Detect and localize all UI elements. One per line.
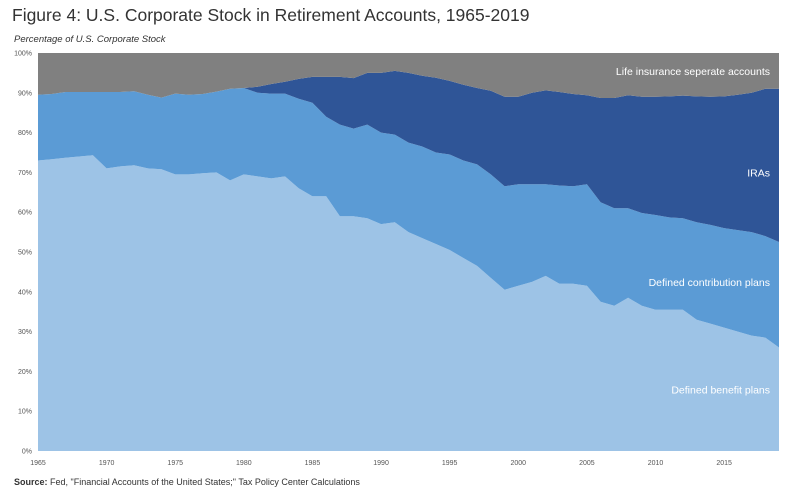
x-tick-label: 1980: [236, 460, 252, 467]
area-layers: [38, 53, 779, 452]
x-tick-label: 1965: [30, 460, 46, 467]
y-tick-label: 50%: [18, 250, 32, 257]
y-tick-label: 30%: [18, 329, 32, 336]
source-label: Source:: [14, 477, 48, 487]
iras-area: [38, 70, 779, 243]
y-tick-label: 10%: [18, 409, 32, 416]
chart-subtitle: Percentage of U.S. Corporate Stock: [14, 34, 166, 45]
x-tick-label: 2000: [510, 460, 526, 467]
series-label: Defined benefit plans: [671, 384, 770, 396]
x-tick-label: 2015: [716, 460, 732, 467]
x-tick-label: 1985: [305, 460, 321, 467]
series-label: Defined contribution plans: [649, 277, 770, 289]
y-tick-label: 90%: [18, 90, 32, 97]
defined-contribution-area: [38, 88, 779, 348]
source-note: Source: Fed, "Financial Accounts of the …: [14, 477, 360, 487]
life-insurance-area: [38, 53, 779, 98]
x-tick-label: 1970: [99, 460, 115, 467]
y-tick-label: 60%: [18, 210, 32, 217]
x-tick-label: 1990: [373, 460, 389, 467]
y-tick-label: 40%: [18, 289, 32, 296]
x-tick-label: 1995: [442, 460, 458, 467]
y-tick-label: 80%: [18, 130, 32, 137]
x-tick-label: 1975: [167, 460, 183, 467]
y-tick-label: 0%: [22, 449, 32, 456]
series-label: Life insurance seperate accounts: [616, 66, 770, 78]
y-tick-label: 20%: [18, 369, 32, 376]
y-tick-label: 100%: [14, 51, 32, 58]
axis-ticks: 0% 10% 20% 30% 40% 50% 60% 70% 80% 90% 100% 1965 197…: [14, 51, 732, 468]
chart-title: Figure 4: U.S. Corporate Stock in Retire…: [12, 5, 530, 25]
defined-benefit-area: [38, 155, 779, 452]
x-tick-label: 2005: [579, 460, 595, 467]
y-tick-label: 70%: [18, 170, 32, 177]
source-text: Fed, "Financial Accounts of the United S…: [47, 477, 360, 487]
x-tick-label: 2010: [648, 460, 664, 467]
area-labels: Life insurance seperate accounts IRAs Defi…: [616, 66, 770, 396]
series-label: IRAs: [747, 167, 770, 179]
